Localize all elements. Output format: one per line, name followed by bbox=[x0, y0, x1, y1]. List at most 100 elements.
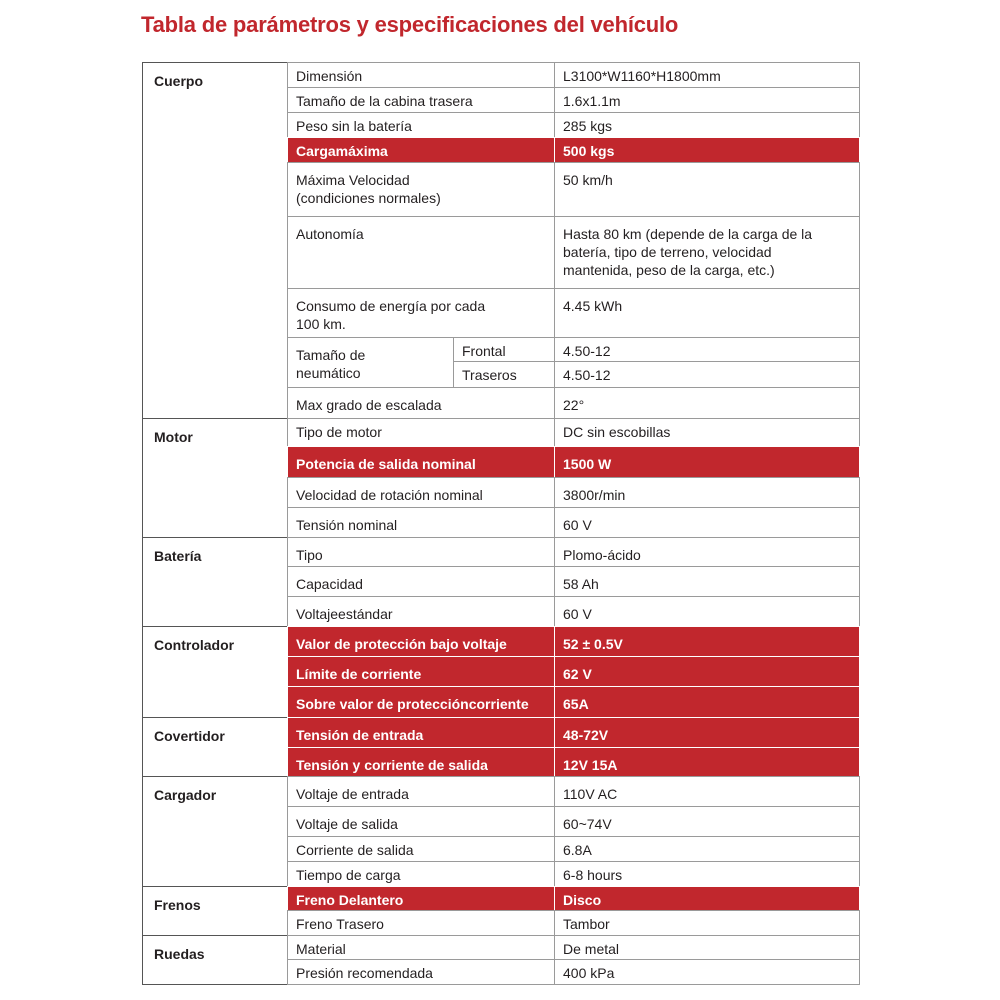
param-cell: Dimensión bbox=[287, 62, 555, 88]
value-cell-text: De metal bbox=[563, 941, 620, 957]
value-cell: 110V AC bbox=[554, 776, 860, 807]
value-cell-text: 52 ± 0.5V bbox=[563, 636, 623, 652]
value-cell-text: 285 kgs bbox=[563, 118, 613, 134]
value-cell-text: 58 Ah bbox=[563, 576, 599, 592]
param-cell-text: Tamaño de la cabina trasera bbox=[296, 93, 473, 109]
value-cell: 60 V bbox=[554, 507, 860, 538]
value-cell: 60~74V bbox=[554, 806, 860, 837]
value-cell-text: 48-72V bbox=[563, 727, 609, 743]
value-cell-text: Hasta 80 km (depende de la carga de la b… bbox=[563, 226, 813, 278]
value-cell-text: Tambor bbox=[563, 916, 610, 932]
param-cell: Max grado de escalada bbox=[287, 387, 555, 419]
value-cell: 58 Ah bbox=[554, 566, 860, 597]
section-label-text: Cargador bbox=[154, 787, 217, 803]
value-cell: 4.50-12 bbox=[554, 361, 860, 388]
value-cell-text: 6-8 hours bbox=[563, 867, 623, 883]
page-title: Tabla de parámetros y especificaciones d… bbox=[141, 12, 679, 37]
param-cell-text: Voltaje de salida bbox=[296, 816, 398, 832]
value-cell-text: 1.6x1.1m bbox=[563, 93, 621, 109]
param-cell-text: Max grado de escalada bbox=[296, 397, 442, 413]
value-cell-text: 60 V bbox=[563, 606, 592, 622]
value-cell-text: Disco bbox=[563, 892, 602, 908]
value-cell: 400 kPa bbox=[554, 959, 860, 985]
section-label: Cargador bbox=[142, 776, 288, 887]
sub-param-cell: Traseros bbox=[453, 361, 555, 388]
sub-param-cell-text: Traseros bbox=[462, 367, 517, 383]
value-cell: 48-72V bbox=[554, 717, 860, 748]
param-cell-text: Tamaño de neumático bbox=[296, 347, 366, 381]
value-cell: 52 ± 0.5V bbox=[554, 626, 860, 657]
value-cell: 60 V bbox=[554, 596, 860, 627]
param-cell: Voltaje de salida bbox=[287, 806, 555, 837]
section-label-text: Cuerpo bbox=[154, 73, 203, 89]
param-cell: Material bbox=[287, 935, 555, 960]
value-cell-text: 60 V bbox=[563, 517, 592, 533]
param-cell-text: Freno Delantero bbox=[296, 892, 404, 908]
value-cell: 6-8 hours bbox=[554, 861, 860, 887]
param-cell: Tipo bbox=[287, 537, 555, 567]
param-cell-text: Capacidad bbox=[296, 576, 363, 592]
value-cell-text: 65A bbox=[563, 696, 589, 712]
value-cell: 50 km/h bbox=[554, 162, 860, 217]
value-cell: 4.45 kWh bbox=[554, 288, 860, 338]
param-cell: Freno Trasero bbox=[287, 910, 555, 936]
section-label: Batería bbox=[142, 537, 288, 627]
value-cell: Plomo-ácido bbox=[554, 537, 860, 567]
param-cell-text: Material bbox=[296, 941, 346, 957]
param-cell-text: Tipo bbox=[296, 547, 323, 563]
value-cell: 3800r/min bbox=[554, 477, 860, 508]
value-cell: 1.6x1.1m bbox=[554, 87, 860, 113]
value-cell: 65A bbox=[554, 686, 860, 718]
param-cell: Tensión de entrada bbox=[287, 717, 555, 748]
param-cell: Sobre valor de proteccióncorriente bbox=[287, 686, 555, 718]
value-cell-text: 4.50-12 bbox=[563, 367, 611, 383]
param-cell: Tensión nominal bbox=[287, 507, 555, 538]
param-cell-text: Tensión y corriente de salida bbox=[296, 757, 488, 773]
param-cell-text: Cargamáxima bbox=[296, 143, 388, 159]
value-cell-text: 4.50-12 bbox=[563, 343, 611, 359]
value-cell-text: 500 kgs bbox=[563, 143, 615, 159]
param-cell: Freno Delantero bbox=[287, 886, 555, 911]
value-cell-text: 110V AC bbox=[563, 786, 618, 802]
param-cell-text: Límite de corriente bbox=[296, 666, 422, 682]
param-cell: Tamaño de la cabina trasera bbox=[287, 87, 555, 113]
value-cell-text: 400 kPa bbox=[563, 965, 615, 981]
param-cell: Consumo de energía por cada 100 km. bbox=[287, 288, 555, 338]
value-cell-text: 60~74V bbox=[563, 816, 612, 832]
param-cell: Valor de protección bajo voltaje bbox=[287, 626, 555, 657]
param-cell-text: Velocidad de rotación nominal bbox=[296, 487, 483, 503]
value-cell-text: Plomo-ácido bbox=[563, 547, 641, 563]
param-cell-text: Tiempo de carga bbox=[296, 867, 401, 883]
param-cell: Corriente de salida bbox=[287, 836, 555, 862]
value-cell: L3100*W1160*H1800mm bbox=[554, 62, 860, 88]
value-cell-text: 6.8A bbox=[563, 842, 592, 858]
param-cell: Tensión y corriente de salida bbox=[287, 747, 555, 777]
value-cell-text: 62 V bbox=[563, 666, 592, 682]
param-cell: Voltajeestándar bbox=[287, 596, 555, 627]
param-cell-text: Sobre valor de proteccióncorriente bbox=[296, 696, 529, 712]
section-label-text: Frenos bbox=[154, 897, 201, 913]
param-cell: Presión recomendada bbox=[287, 959, 555, 985]
param-cell-text: Freno Trasero bbox=[296, 916, 384, 932]
section-label-text: Motor bbox=[154, 429, 193, 445]
param-cell-text: Voltaje de entrada bbox=[296, 786, 409, 802]
section-label: Cuerpo bbox=[142, 62, 288, 419]
value-cell-text: 22° bbox=[563, 397, 585, 413]
param-cell: Cargamáxima bbox=[287, 137, 555, 163]
param-cell-text: Tensión de entrada bbox=[296, 727, 424, 743]
value-cell-text: 3800r/min bbox=[563, 487, 626, 503]
value-cell: 500 kgs bbox=[554, 137, 860, 163]
value-cell: De metal bbox=[554, 935, 860, 960]
value-cell: 1500 W bbox=[554, 446, 860, 478]
value-cell: Disco bbox=[554, 886, 860, 911]
value-cell: Hasta 80 km (depende de la carga de la b… bbox=[554, 216, 860, 289]
param-cell: Voltaje de entrada bbox=[287, 776, 555, 807]
param-cell-text: Voltajeestándar bbox=[296, 606, 393, 622]
param-cell-text: Tensión nominal bbox=[296, 517, 398, 533]
param-cell-text: Peso sin la batería bbox=[296, 118, 412, 134]
sub-param-cell: Frontal bbox=[453, 337, 555, 362]
section-label-text: Batería bbox=[154, 548, 202, 564]
value-cell-text: 50 km/h bbox=[563, 172, 613, 188]
section-label: Ruedas bbox=[142, 935, 288, 985]
